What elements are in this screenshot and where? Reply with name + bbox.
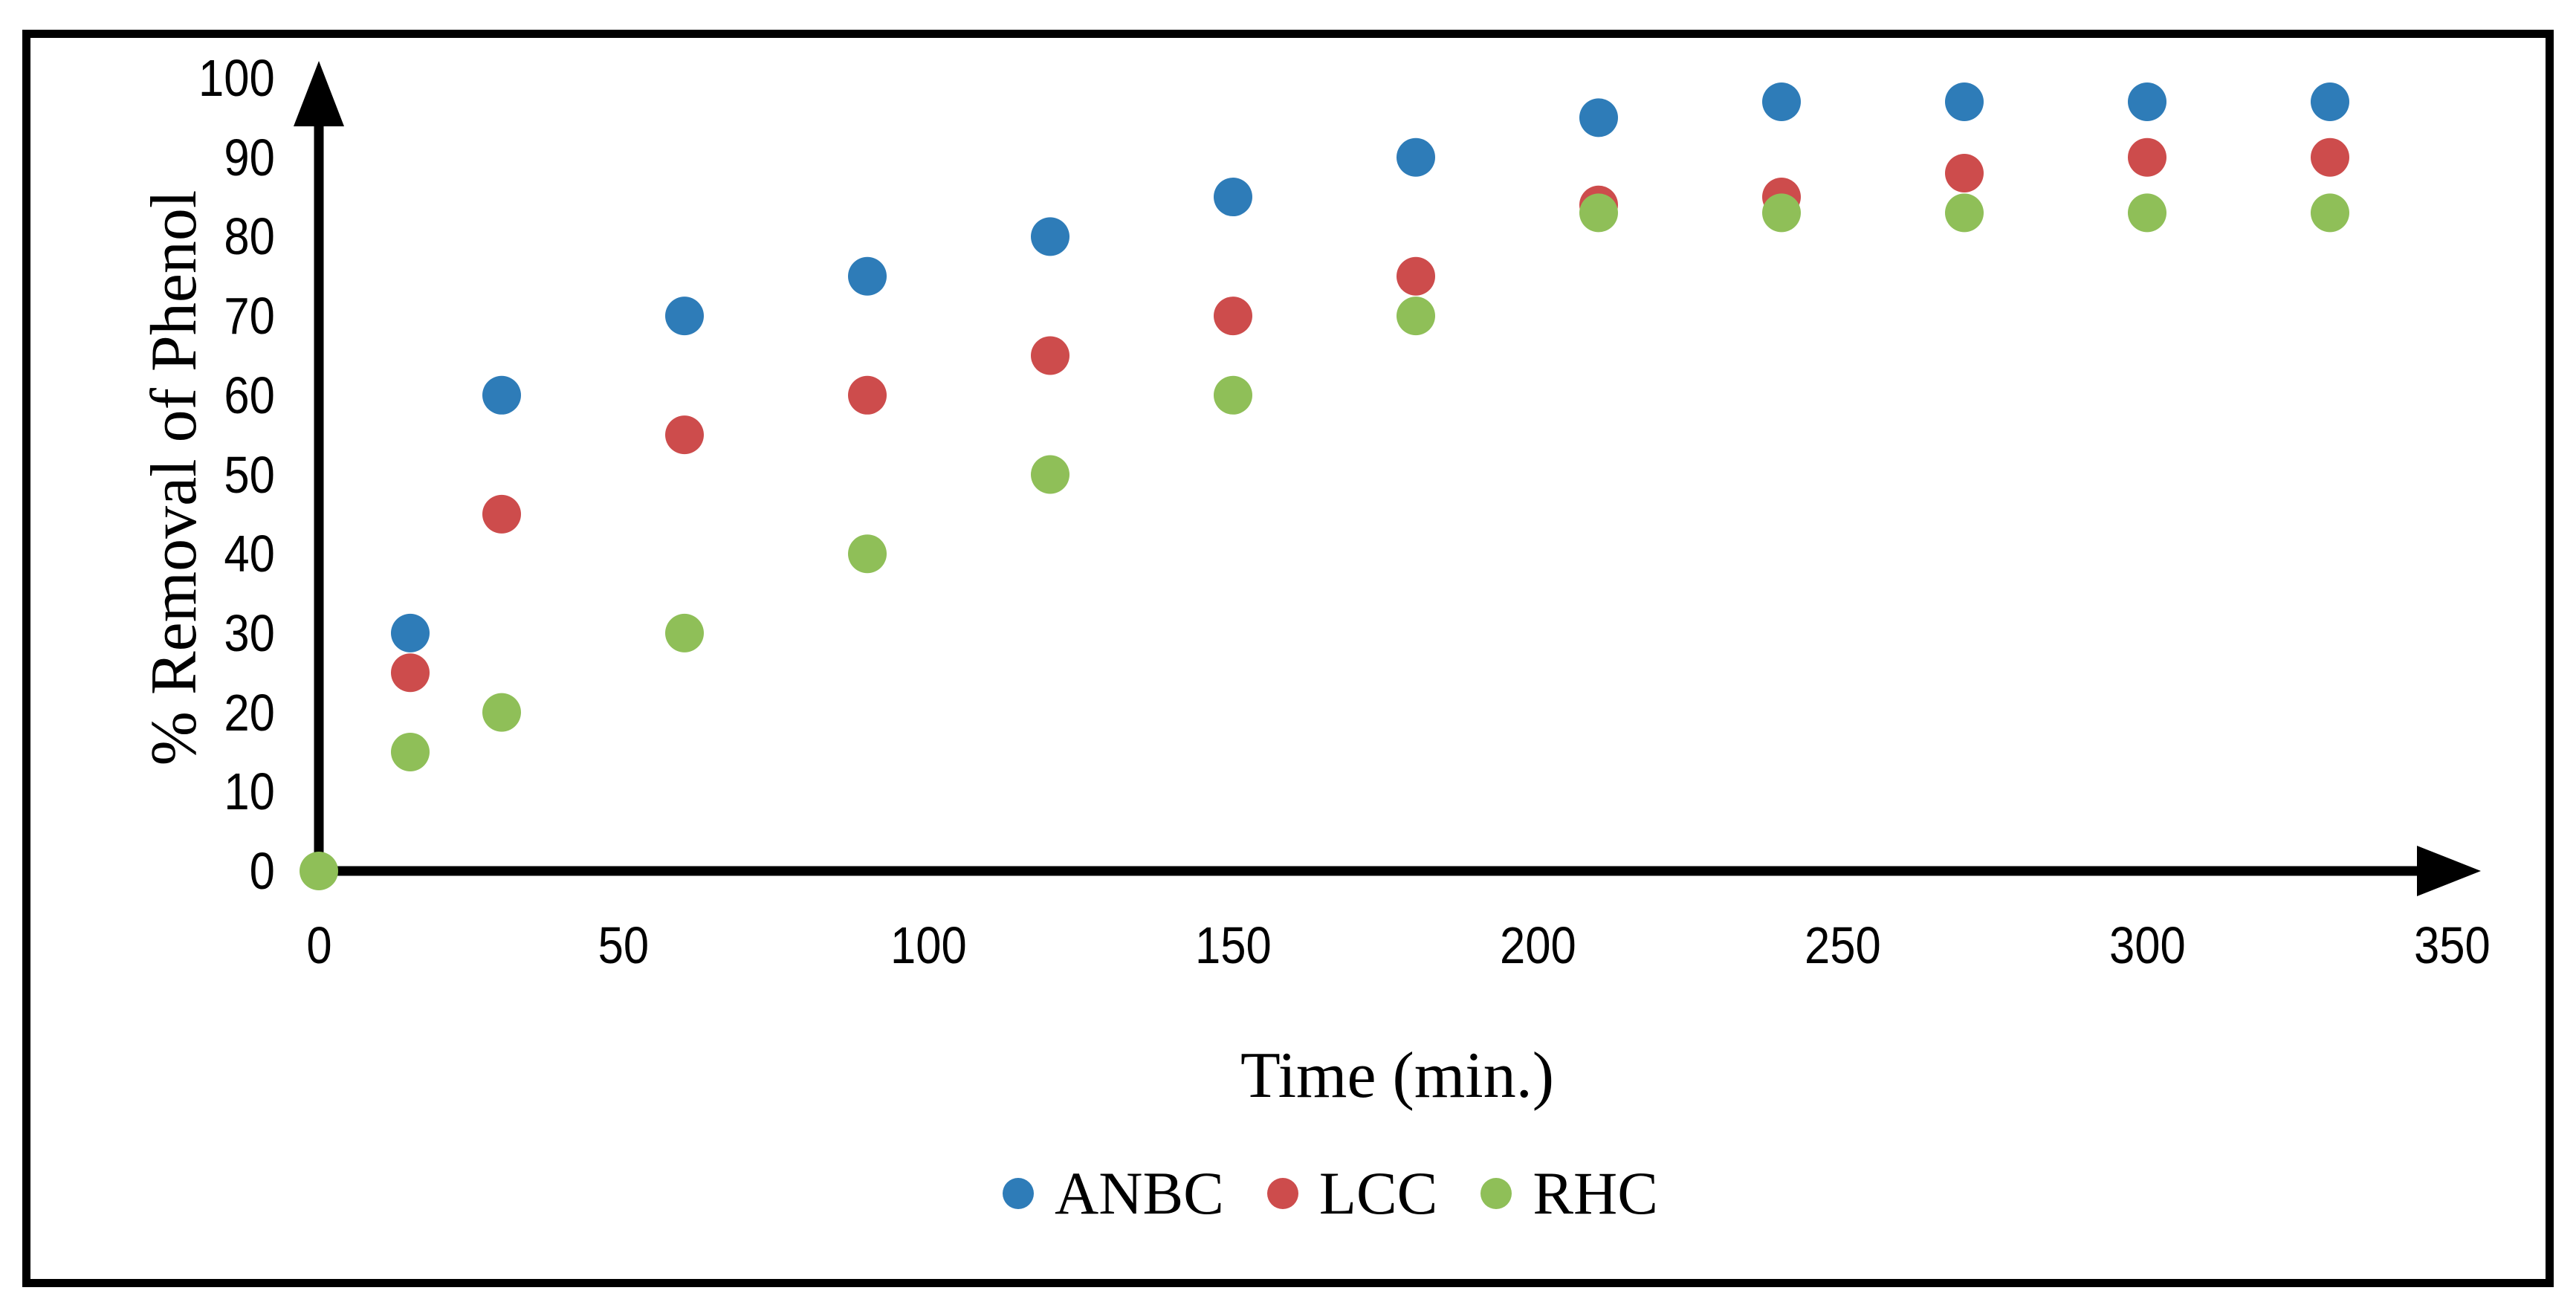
legend: ANBC LCC RHC	[0, 1163, 2576, 1224]
legend-label-RHC: RHC	[1533, 1159, 1658, 1227]
data-point-RHC-300	[2128, 193, 2166, 233]
data-point-RHC-240	[1762, 193, 1801, 233]
legend-marker-ANBC	[1003, 1178, 1035, 1209]
data-point-RHC-30	[482, 693, 521, 732]
y-tick-label-0: 0	[249, 842, 275, 900]
data-point-LCC-150	[1214, 297, 1252, 336]
data-point-RHC-120	[1031, 455, 1069, 494]
data-point-RHC-15	[391, 732, 430, 771]
data-point-RHC-0	[300, 852, 338, 890]
data-point-LCC-90	[848, 375, 887, 415]
data-point-ANBC-210	[1579, 98, 1618, 137]
data-point-LCC-180	[1397, 256, 1435, 296]
y-tick-label-50: 50	[224, 445, 275, 504]
data-point-ANBC-300	[2128, 82, 2166, 122]
data-point-ANBC-180	[1397, 137, 1435, 177]
x-tick-label-200: 200	[1499, 916, 1576, 974]
y-tick-label-10: 10	[224, 762, 275, 821]
data-point-ANBC-30	[482, 375, 521, 415]
y-tick-label-60: 60	[224, 366, 275, 424]
y-tick-label-70: 70	[224, 287, 275, 346]
data-point-RHC-90	[848, 534, 887, 574]
data-point-LCC-30	[482, 494, 521, 534]
legend-marker-RHC	[1480, 1178, 1512, 1209]
figure-border	[22, 30, 2554, 1287]
data-point-RHC-150	[1214, 375, 1252, 415]
data-point-ANBC-270	[1945, 82, 1984, 122]
y-axis-arrowhead	[294, 61, 344, 126]
y-tick-label-80: 80	[224, 207, 275, 266]
x-axis-arrowhead	[2417, 846, 2481, 896]
legend-label-LCC: LCC	[1318, 1159, 1438, 1227]
x-tick-label-300: 300	[2109, 916, 2186, 974]
legend-item-RHC: RHC	[1480, 1163, 1658, 1224]
data-point-ANBC-120	[1031, 217, 1069, 256]
data-point-LCC-120	[1031, 336, 1069, 375]
data-point-ANBC-330	[2311, 82, 2349, 122]
y-tick-label-20: 20	[224, 683, 275, 742]
data-point-ANBC-150	[1214, 178, 1252, 217]
y-tick-label-100: 100	[198, 49, 275, 107]
data-point-ANBC-240	[1762, 82, 1801, 122]
y-tick-label-30: 30	[224, 603, 275, 662]
data-point-RHC-210	[1579, 193, 1618, 233]
data-point-ANBC-60	[665, 297, 704, 336]
data-point-ANBC-90	[848, 256, 887, 296]
legend-marker-LCC	[1266, 1178, 1298, 1209]
legend-item-LCC: LCC	[1266, 1159, 1438, 1227]
x-tick-label-250: 250	[1804, 916, 1881, 974]
data-point-LCC-330	[2311, 137, 2349, 177]
data-point-RHC-330	[2311, 193, 2349, 233]
data-point-LCC-60	[665, 415, 704, 455]
data-point-LCC-300	[2128, 137, 2166, 177]
data-point-LCC-15	[391, 653, 430, 693]
x-tick-label-50: 50	[598, 916, 650, 974]
legend-item-ANBC: ANBC	[1003, 1163, 1224, 1224]
data-point-RHC-60	[665, 613, 704, 652]
y-tick-label-40: 40	[224, 525, 275, 583]
y-tick-label-90: 90	[224, 128, 275, 187]
data-point-RHC-180	[1397, 297, 1435, 336]
x-tick-label-100: 100	[890, 916, 967, 974]
x-tick-label-0: 0	[305, 916, 332, 974]
legend-label-ANBC: ANBC	[1055, 1159, 1224, 1227]
data-point-LCC-270	[1945, 154, 1984, 193]
data-point-RHC-270	[1945, 193, 1984, 233]
x-tick-label-350: 350	[2413, 916, 2491, 974]
x-tick-label-150: 150	[1194, 916, 1272, 974]
data-point-ANBC-15	[391, 613, 430, 652]
x-axis-title: Time (min.)	[1240, 1040, 1555, 1112]
